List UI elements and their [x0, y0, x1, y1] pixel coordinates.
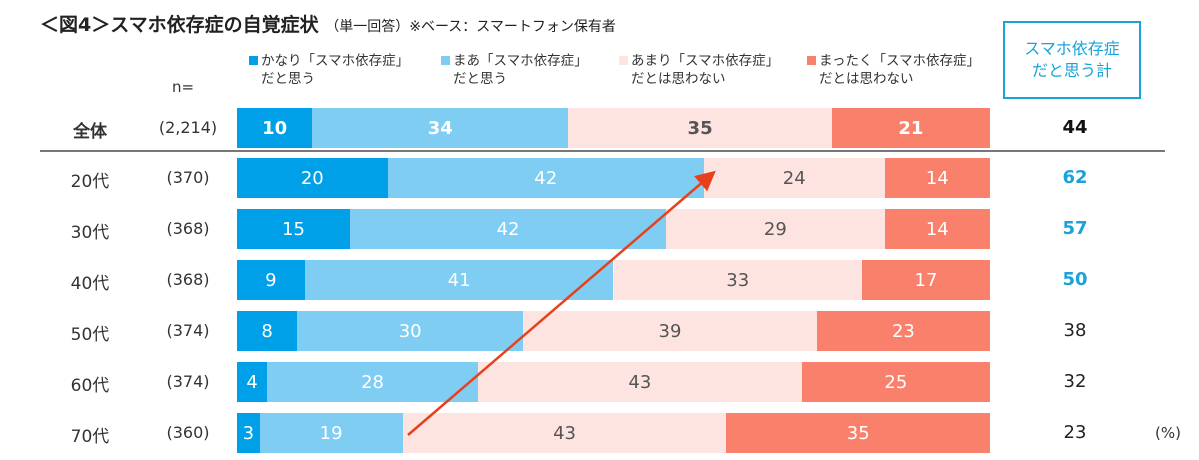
legend-swatch — [807, 56, 816, 65]
bar-segment: 4 — [237, 362, 268, 402]
bar-segment: 43 — [477, 362, 802, 402]
bar-segment: 42 — [387, 158, 704, 198]
bar-segment: 41 — [304, 260, 614, 300]
title-text: ＜図4＞スマホ依存症の自覚症状 — [40, 14, 319, 36]
row-n: (370) — [166, 168, 210, 187]
bar-segment: 28 — [267, 362, 478, 402]
legend-label-line2: だと思う — [261, 71, 315, 87]
row-label: 20代 — [70, 172, 110, 192]
bar-segment: 29 — [666, 209, 885, 249]
bar-segment: 35 — [568, 108, 832, 148]
row-total: 44 — [1062, 117, 1088, 138]
row-n: (368) — [166, 219, 210, 238]
legend-item: かなり「スマホ依存症」 だと思う — [249, 52, 409, 88]
legend-item: あまり「スマホ依存症」 だとは思わない — [619, 52, 779, 88]
total-header-line1: スマホ依存症 — [1024, 39, 1120, 58]
row-label: 60代 — [70, 376, 110, 396]
row-label: 30代 — [70, 223, 110, 243]
bar-segment: 30 — [297, 311, 524, 351]
row-label: 40代 — [70, 274, 110, 294]
bar-segment: 17 — [861, 260, 990, 300]
legend-label: あまり「スマホ依存症」 — [631, 53, 780, 69]
row-total: 23 — [1063, 422, 1087, 443]
row-label: 70代 — [70, 427, 110, 447]
bar-segment: 8 — [237, 311, 298, 351]
bar-segment: 43 — [402, 413, 727, 453]
row-total: 38 — [1063, 320, 1087, 341]
legend-item: まったく「スマホ依存症」 だとは思わない — [807, 52, 980, 88]
bar-segment: 33 — [613, 260, 862, 300]
bar-segment: 23 — [816, 311, 990, 351]
bar-segment: 21 — [831, 108, 990, 148]
divider — [40, 150, 1165, 152]
legend-label: かなり「スマホ依存症」 — [261, 53, 410, 69]
bar-segment: 20 — [237, 158, 388, 198]
row-n: (374) — [166, 372, 210, 391]
arrow-line — [407, 170, 716, 436]
chart-title: ＜図4＞スマホ依存症の自覚症状 （単一回答）※ベース：スマートフォン保有者 — [40, 10, 616, 37]
legend-label-line2: だと思う — [453, 71, 507, 87]
legend-label: まったく「スマホ依存症」 — [819, 53, 981, 69]
subtitle-text: （単一回答）※ベース：スマートフォン保有者 — [325, 19, 616, 35]
legend-swatch — [249, 56, 258, 65]
bar-segment: 19 — [259, 413, 403, 453]
total-header-box: スマホ依存症 だと思う計 — [1003, 21, 1141, 99]
bar-segment: 9 — [237, 260, 305, 300]
row-total: 50 — [1062, 269, 1088, 290]
bar-segment: 35 — [726, 413, 990, 453]
bar-segment: 42 — [349, 209, 667, 249]
row-total: 62 — [1062, 167, 1088, 188]
bar-segment: 25 — [801, 362, 990, 402]
bar-segment: 15 — [237, 209, 350, 249]
unit-label: (%) — [1155, 424, 1181, 442]
bar-segment: 39 — [523, 311, 817, 351]
row-n: (360) — [166, 423, 210, 442]
row-total: 32 — [1063, 371, 1087, 392]
bar-segment: 10 — [237, 108, 313, 148]
legend-label-line2: だとは思わない — [819, 71, 914, 87]
legend-item: まあ「スマホ依存症」 だと思う — [441, 52, 588, 88]
bar-segment: 14 — [884, 158, 990, 198]
legend-swatch — [441, 56, 450, 65]
row-n: (374) — [166, 321, 210, 340]
legend-swatch — [619, 56, 628, 65]
legend-label-line2: だとは思わない — [631, 71, 726, 87]
row-total: 57 — [1062, 218, 1088, 239]
total-header-line2: だと思う計 — [1031, 61, 1112, 80]
row-n: (368) — [166, 270, 210, 289]
row-label: 全体 — [73, 122, 107, 142]
row-label: 50代 — [70, 325, 110, 345]
bar-segment: 34 — [312, 108, 569, 148]
bar-segment: 3 — [237, 413, 260, 453]
legend-label: まあ「スマホ依存症」 — [453, 53, 588, 69]
bar-segment: 24 — [703, 158, 885, 198]
n-label: n= — [172, 78, 195, 96]
bar-segment: 14 — [884, 209, 990, 249]
row-n: (2,214) — [158, 118, 218, 137]
